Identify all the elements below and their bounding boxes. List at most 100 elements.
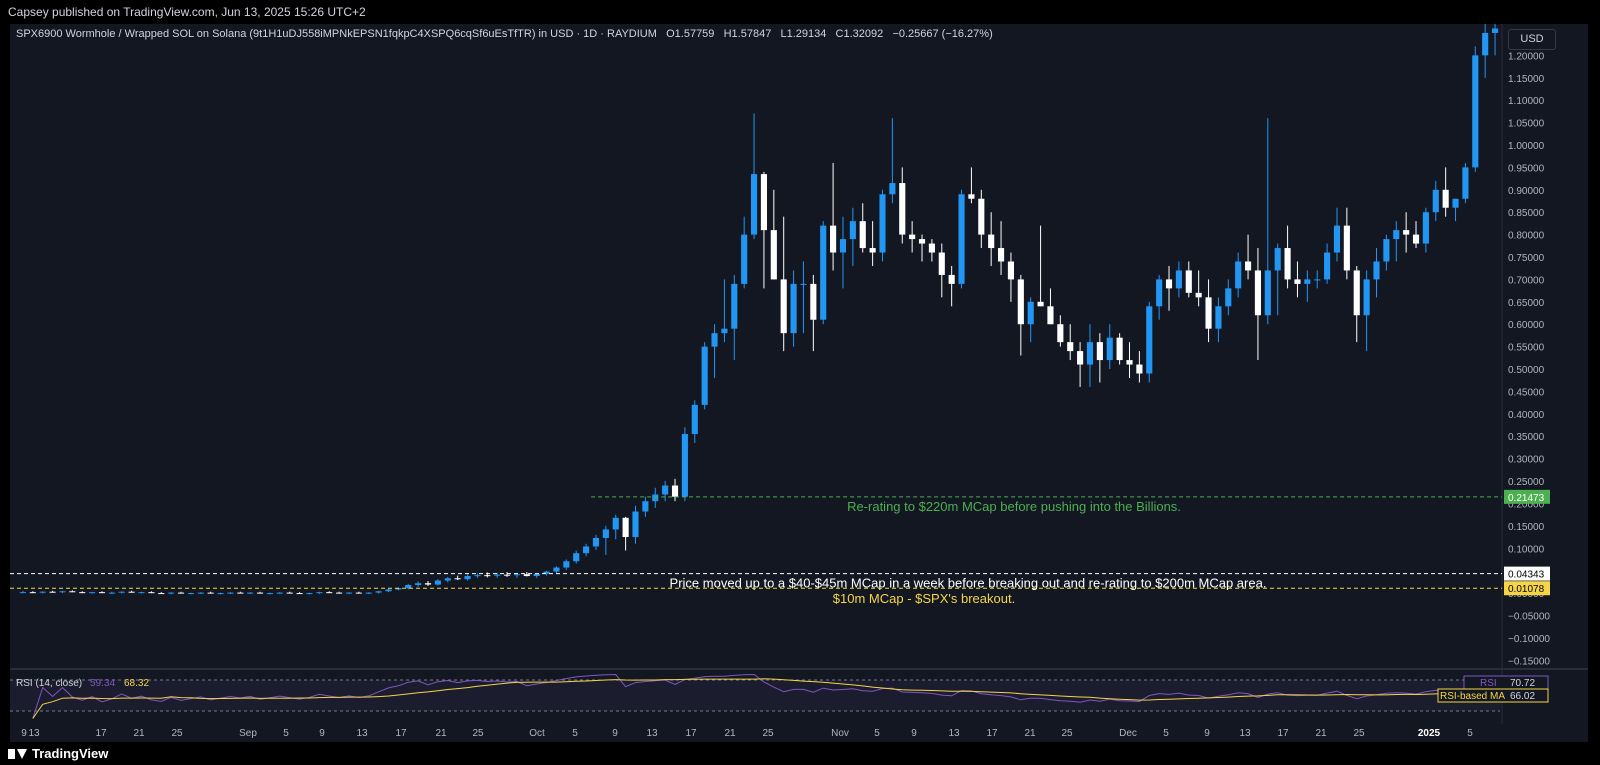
- candle-body: [1353, 270, 1360, 316]
- candle-body: [197, 592, 204, 594]
- candle-body: [118, 591, 125, 593]
- candle: [592, 534, 600, 551]
- candle: [286, 591, 293, 594]
- candle-body: [1225, 288, 1232, 307]
- candle-body: [1403, 230, 1410, 235]
- candle-body: [1195, 292, 1202, 298]
- candle: [276, 592, 283, 594]
- footer-brand[interactable]: TradingView: [32, 746, 109, 761]
- candle: [968, 167, 975, 204]
- y-tick-label: 0.55000: [1508, 343, 1545, 354]
- candle: [1225, 279, 1232, 316]
- candle: [49, 590, 56, 593]
- y-tick-label: 0.95000: [1508, 163, 1545, 174]
- candle-body: [899, 183, 906, 235]
- candle: [1205, 279, 1212, 343]
- candle: [1086, 324, 1094, 387]
- candle: [1472, 46, 1479, 172]
- x-tick-label: 17: [95, 728, 107, 739]
- candle-body: [820, 225, 827, 320]
- annotation-text: Re-rating to $220m MCap before pushing i…: [847, 499, 1181, 514]
- candle-body: [434, 580, 441, 585]
- candle-body: [1482, 32, 1489, 56]
- rsi-ma-right-value: 66.02: [1510, 691, 1535, 702]
- candle-body: [849, 221, 856, 240]
- y-tick-label: −0.10000: [1508, 634, 1550, 645]
- candle-body: [1007, 261, 1015, 280]
- candle: [1432, 180, 1439, 222]
- y-tick-label: 0.75000: [1508, 253, 1545, 264]
- candle: [405, 584, 412, 590]
- rsi-right-tag: [1463, 675, 1549, 690]
- y-tick-label: 0.90000: [1508, 186, 1545, 197]
- candle-body: [89, 592, 96, 594]
- candle: [197, 592, 204, 594]
- price-tag-label: 0.04343: [1508, 570, 1545, 581]
- candle: [1284, 225, 1291, 289]
- candle-body: [958, 194, 965, 284]
- candle-body: [138, 592, 145, 594]
- currency-button[interactable]: USD: [1508, 29, 1556, 50]
- candle: [1383, 234, 1390, 271]
- candle-body: [444, 578, 451, 581]
- candle-body: [1175, 270, 1182, 289]
- symbol-header: SPX6900 Wormhole / Wrapped SOL on Solana…: [16, 28, 993, 40]
- x-tick-label: 17: [395, 728, 407, 739]
- candle-body: [810, 283, 817, 320]
- candle-body: [1185, 270, 1192, 293]
- candle-body: [108, 592, 115, 594]
- candle: [543, 570, 550, 576]
- candle: [948, 265, 955, 307]
- candle: [612, 514, 619, 540]
- candle: [1007, 252, 1015, 302]
- candle: [820, 221, 827, 325]
- candle-body: [395, 588, 402, 590]
- chart-panel[interactable]: Re-rating to $220m MCap before pushing i…: [10, 24, 1588, 742]
- candle: [1294, 261, 1301, 298]
- ohlc-low: 1.29134: [786, 28, 827, 40]
- x-tick-label: 13: [948, 728, 960, 739]
- candle: [316, 591, 323, 594]
- candle: [1324, 243, 1331, 284]
- candle: [237, 591, 244, 594]
- candle: [424, 580, 432, 586]
- candle: [1017, 274, 1024, 356]
- candle-body: [721, 328, 728, 334]
- candle: [1077, 342, 1084, 387]
- candle-body: [1067, 342, 1074, 352]
- x-tick-label: 9: [21, 728, 27, 739]
- candle: [19, 590, 27, 594]
- grid: [10, 24, 1588, 724]
- candle: [1235, 252, 1242, 298]
- x-tick-label: 5: [874, 728, 880, 739]
- candle-body: [316, 592, 323, 594]
- candle-body: [39, 591, 46, 593]
- ohlc-close-label: C: [835, 28, 844, 40]
- candle-body: [1432, 189, 1439, 213]
- ohlc-high: 1.57847: [731, 28, 772, 40]
- candle-body: [602, 529, 609, 538]
- y-tick-label: 0.70000: [1508, 275, 1545, 286]
- candle-body: [780, 279, 787, 334]
- candle-body: [1215, 306, 1222, 329]
- candle-body: [286, 592, 293, 594]
- x-tick-label: 9: [612, 728, 618, 739]
- candle: [1116, 333, 1123, 365]
- candle: [79, 591, 86, 594]
- x-tick-label: 13: [356, 728, 368, 739]
- candle: [454, 575, 461, 581]
- candle: [355, 591, 362, 594]
- x-tick-label: 5: [283, 728, 289, 739]
- candle-body: [1156, 279, 1163, 307]
- candle-body: [553, 567, 560, 572]
- x-tick-label: 21: [1315, 728, 1327, 739]
- candle-body: [612, 517, 619, 530]
- candle: [1403, 212, 1410, 253]
- candle-body: [671, 485, 679, 497]
- price-chart[interactable]: Re-rating to $220m MCap before pushing i…: [10, 24, 1588, 742]
- candle-body: [1383, 239, 1390, 262]
- candle: [395, 587, 402, 591]
- candle-body: [1027, 301, 1034, 325]
- candle: [652, 487, 659, 508]
- candle-body: [1047, 306, 1054, 325]
